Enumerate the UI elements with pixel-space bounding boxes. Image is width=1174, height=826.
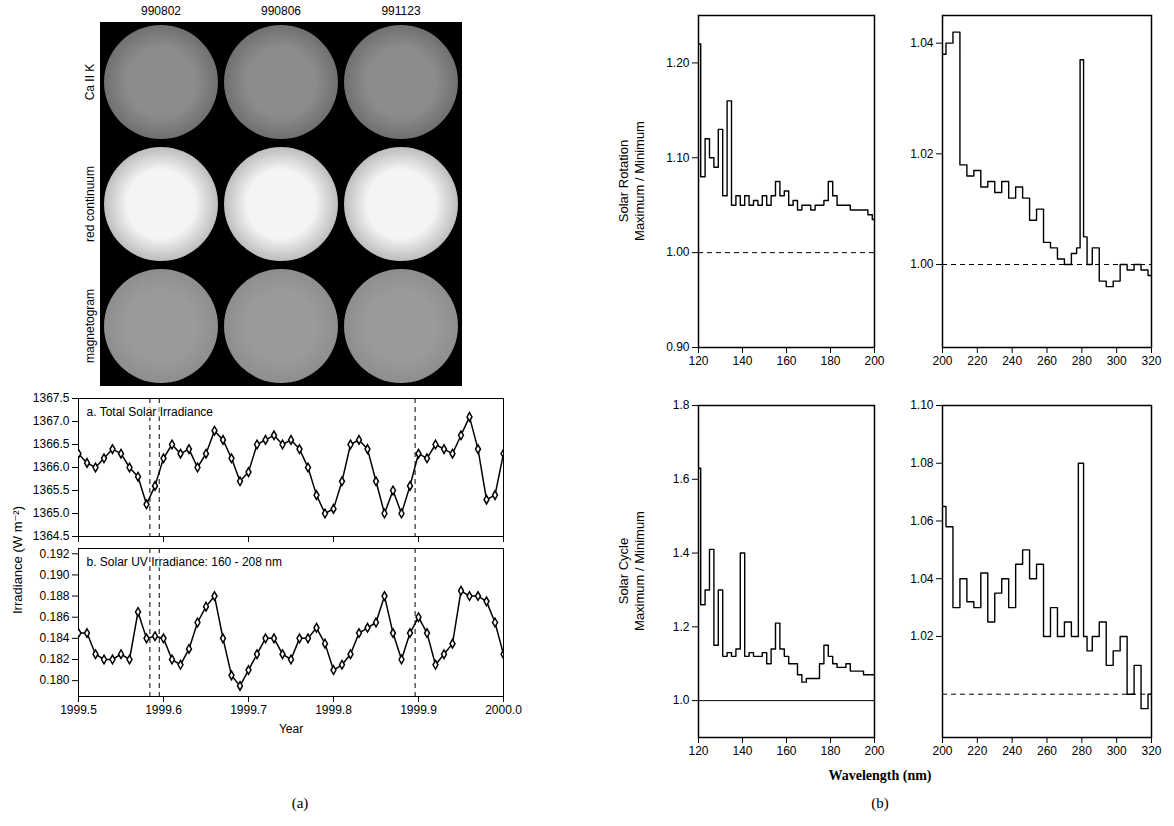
svg-text:1.04: 1.04	[910, 572, 934, 586]
svg-text:magnetogram: magnetogram	[83, 289, 97, 363]
svg-text:120: 120	[688, 744, 708, 758]
svg-text:1.00: 1.00	[910, 257, 934, 271]
svg-text:280: 280	[1072, 354, 1092, 368]
svg-text:200: 200	[864, 354, 884, 368]
svg-text:1.10: 1.10	[666, 151, 690, 165]
svg-text:160: 160	[776, 744, 796, 758]
svg-text:180: 180	[820, 354, 840, 368]
svg-text:1.00: 1.00	[666, 245, 690, 259]
svg-text:Year: Year	[279, 722, 303, 736]
svg-text:1.10: 1.10	[910, 398, 934, 412]
svg-text:260: 260	[1037, 744, 1057, 758]
html-text:(b): (b)	[871, 795, 889, 811]
html-text:Solar Cycle: Solar Cycle	[616, 537, 631, 605]
svg-text:a. Total Solar Irradiance: a. Total Solar Irradiance	[87, 405, 214, 419]
html-text:Wavelength (nm): Wavelength (nm)	[828, 768, 932, 783]
svg-text:300: 300	[1107, 354, 1127, 368]
svg-text:0.192: 0.192	[39, 547, 69, 561]
svg-text:1.6: 1.6	[673, 472, 690, 486]
svg-text:0.180: 0.180	[39, 673, 69, 687]
svg-text:990802: 990802	[141, 4, 181, 18]
html-text:Solar Rotation: Solar Rotation	[616, 139, 631, 223]
svg-text:0.186: 0.186	[39, 610, 69, 624]
svg-text:1364.5: 1364.5	[33, 529, 70, 542]
svg-text:200: 200	[864, 744, 884, 758]
svg-text:1.02: 1.02	[910, 147, 934, 161]
svg-text:280: 280	[1072, 744, 1092, 758]
html-text:Maximum / Minimum: Maximum / Minimum	[632, 511, 647, 631]
svg-text:320: 320	[1141, 744, 1161, 758]
svg-text:180: 180	[820, 744, 840, 758]
svg-text:160: 160	[776, 354, 796, 368]
svg-text:200: 200	[932, 744, 952, 758]
svg-text:240: 240	[1002, 744, 1022, 758]
svg-text:300: 300	[1107, 744, 1127, 758]
svg-text:1.06: 1.06	[910, 514, 934, 528]
svg-text:1.0: 1.0	[673, 693, 690, 707]
svg-text:1.2: 1.2	[673, 620, 690, 634]
svg-text:991123: 991123	[381, 4, 420, 18]
svg-text:1.8: 1.8	[673, 398, 690, 412]
svg-text:1999.7: 1999.7	[230, 703, 267, 717]
svg-text:1.04: 1.04	[910, 36, 934, 50]
svg-text:220: 220	[967, 354, 987, 368]
svg-text:990806: 990806	[261, 4, 301, 18]
svg-text:1366.0: 1366.0	[33, 460, 70, 474]
svg-text:200: 200	[932, 354, 952, 368]
svg-text:0.182: 0.182	[39, 652, 69, 666]
svg-text:1365.0: 1365.0	[33, 506, 70, 520]
svg-text:b. Solar UV Irradiance: 160 -: b. Solar UV Irradiance: 160 - 208 nm	[87, 555, 282, 569]
svg-text:1366.5: 1366.5	[33, 437, 70, 451]
svg-text:220: 220	[967, 744, 987, 758]
svg-text:1.08: 1.08	[910, 456, 934, 470]
svg-text:0.188: 0.188	[39, 589, 69, 603]
svg-text:1999.6: 1999.6	[145, 703, 182, 717]
svg-text:1999.8: 1999.8	[315, 703, 352, 717]
svg-text:1999.5: 1999.5	[60, 703, 97, 717]
svg-text:140: 140	[732, 354, 752, 368]
html-text:Maximum / Minimum: Maximum / Minimum	[632, 121, 647, 241]
svg-text:2000.0: 2000.0	[485, 703, 522, 717]
svg-text:1367.5: 1367.5	[33, 392, 70, 405]
svg-text:1365.5: 1365.5	[33, 483, 70, 497]
svg-text:1999.9: 1999.9	[400, 703, 437, 717]
html-text:(a): (a)	[291, 795, 309, 811]
svg-text:Ca II K: Ca II K	[83, 64, 97, 101]
svg-text:140: 140	[732, 744, 752, 758]
svg-text:1367.0: 1367.0	[33, 414, 70, 428]
svg-text:0.90: 0.90	[666, 340, 690, 354]
svg-text:320: 320	[1141, 354, 1161, 368]
svg-text:240: 240	[1002, 354, 1022, 368]
svg-text:260: 260	[1037, 354, 1057, 368]
svg-text:1.02: 1.02	[910, 629, 934, 643]
svg-text:1.4: 1.4	[673, 546, 690, 560]
svg-text:0.184: 0.184	[39, 631, 69, 645]
svg-text:120: 120	[688, 354, 708, 368]
svg-text:1.20: 1.20	[666, 56, 690, 70]
html-text:Irradiance (W m⁻²): Irradiance (W m⁻²)	[10, 506, 25, 614]
svg-text:0.190: 0.190	[39, 568, 69, 582]
svg-text:red continuum: red continuum	[83, 166, 97, 242]
